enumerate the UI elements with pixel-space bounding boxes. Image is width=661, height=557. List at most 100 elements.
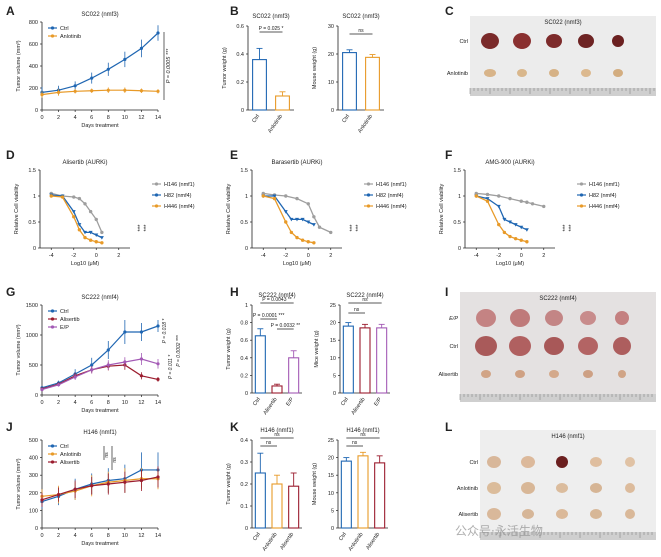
F-significance: *** [563,224,569,232]
E-legend-label: H146 (nmf1) [376,182,407,188]
J-y-tick-label: 500 [29,438,38,444]
B2-bar [342,52,357,111]
K1-bar [254,472,266,529]
E-y-tick-label: 0 [245,246,248,252]
H2-y-label: Mice weight (g) [314,330,320,367]
F-legend-label: H146 (nmf1) [589,182,620,188]
A-data-point [139,46,144,51]
D-curve-0 [51,192,103,233]
A-y-tick-label: 200 [29,86,38,92]
C-tumor [546,34,562,48]
H1-category-label: Alisertib [263,397,279,416]
L-tumor [590,509,602,519]
C-tumor [549,69,559,77]
F-data-point [542,204,546,209]
A-data-point [40,93,44,97]
K1-significance: ns [266,440,272,446]
J-significance: ns [112,457,118,463]
C-tumor [578,34,594,48]
I-tumor [510,309,530,327]
L-ruler [480,532,656,540]
H2-category-label: Ctrl [340,397,350,407]
A-y-tick-label: 0 [35,108,38,114]
D-data-point [99,236,104,240]
G-title: SC222 (nmf4) [81,295,118,301]
I-photo-title: SC222 (nmf4) [539,296,576,302]
G-legend-label: E/P [60,325,69,331]
E-curve-0 [263,192,332,233]
E-data-point [295,217,299,222]
K2-category-label: Ctrl [338,532,348,542]
H1-y-label: Tumor weight (g) [226,328,232,370]
L-tumor [625,509,635,519]
A-y-label: Tumor volume (mm³) [16,40,22,91]
A-data-point [73,89,77,93]
J-data-point [73,487,77,491]
D-x-tick-label: -4 [49,253,54,259]
I-row-label: Alisertib [438,372,458,378]
J-series-line-2 [41,476,159,501]
F-y-tick-label: 1.5 [453,168,461,174]
J-data-point [56,492,61,497]
D-x-tick-label: -2 [71,253,76,259]
E-data-point [329,230,333,235]
L-tumor [487,482,501,494]
C-photo-background [470,16,656,96]
H2-bar [376,327,388,394]
F-x-tick-label: 0 [520,253,523,259]
D-x-tick-label: 0 [95,253,98,259]
B1-significance: P = 0.025 * [259,26,284,32]
E-data-point [300,217,305,222]
G-x-tick-label: 0 [40,400,43,406]
I-tumor [613,337,631,355]
J-data-point [139,478,144,483]
D-y-tick-label: 1 [33,194,36,200]
F-significance: *** [569,224,575,232]
F-x-tick-label: -4 [474,253,479,259]
E-data-point [261,191,265,196]
F-data-point [513,223,518,227]
E-data-point [317,225,322,229]
D-data-point [88,238,93,242]
C-row-label: Ctrl [459,39,468,45]
D-legend-marker [154,204,159,208]
K1-bar [271,483,283,529]
I-tumor [476,309,496,327]
K1-y-tick-label: 0.3 [240,460,248,466]
D-title: Alisertib (AURKi) [62,160,107,166]
H2-y-tick-label: 10 [330,356,336,362]
A-legend-label: Anlotinib [60,34,81,40]
D-data-point [60,195,65,199]
I-tumor [515,370,525,378]
G-data-point [156,377,160,381]
F-y-label: Relative Cell viability [439,184,445,235]
J-y-tick-label: 200 [29,491,38,497]
K1-y-label: Tumor weight (g) [226,463,232,505]
E-data-point [261,194,265,198]
panel-label-j: J [6,420,13,434]
E-data-point [306,220,311,224]
J-x-tick-label: 8 [107,533,110,539]
K1-significance: ns [274,432,280,438]
F-title: AMG-900 (AURKi) [485,160,534,166]
J-data-point [40,498,44,502]
A-x-tick-label: 10 [122,115,128,121]
A-x-label: Days treatment [81,123,119,129]
A-data-point [106,88,110,92]
panel-label-i: I [445,285,449,299]
J-legend-marker [50,460,55,464]
B1-y-tick-label: 0 [241,108,244,114]
H1-significance: P = 0.0001 *** [253,313,285,319]
F-y-tick-label: 0.5 [453,220,461,226]
E-data-point [295,196,299,201]
I-tumor [475,336,497,356]
E-data-point [306,202,310,206]
G-significance: P = 0.011 * [168,354,174,379]
K1-category-label: Anlotinib [262,532,279,553]
panel-label-f: F [445,148,453,162]
G-data-point [106,348,110,352]
G-x-tick-label: 4 [74,400,77,406]
H2-bar [342,325,354,394]
D-data-point [100,241,104,245]
D-data-point [88,209,93,214]
